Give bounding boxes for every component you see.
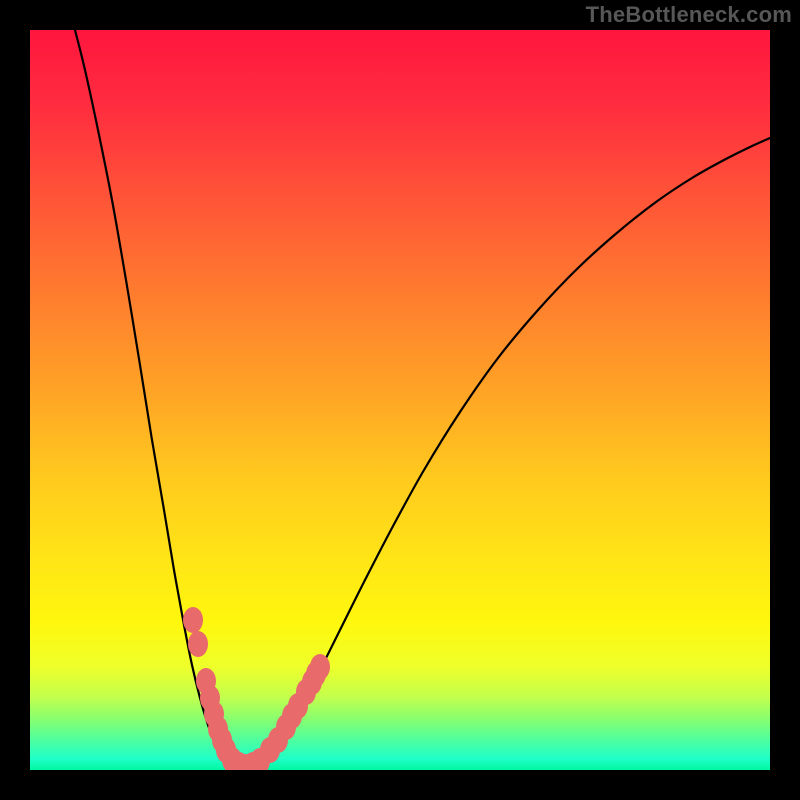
chart-frame: TheBottleneck.com [0, 0, 800, 800]
curve-path [75, 30, 770, 769]
bottleneck-curve [30, 30, 770, 770]
plot-area [30, 30, 770, 770]
data-marker [188, 631, 208, 657]
data-marker [310, 654, 330, 680]
data-marker [183, 607, 203, 633]
watermark-text: TheBottleneck.com [586, 2, 792, 28]
data-markers [183, 607, 330, 770]
